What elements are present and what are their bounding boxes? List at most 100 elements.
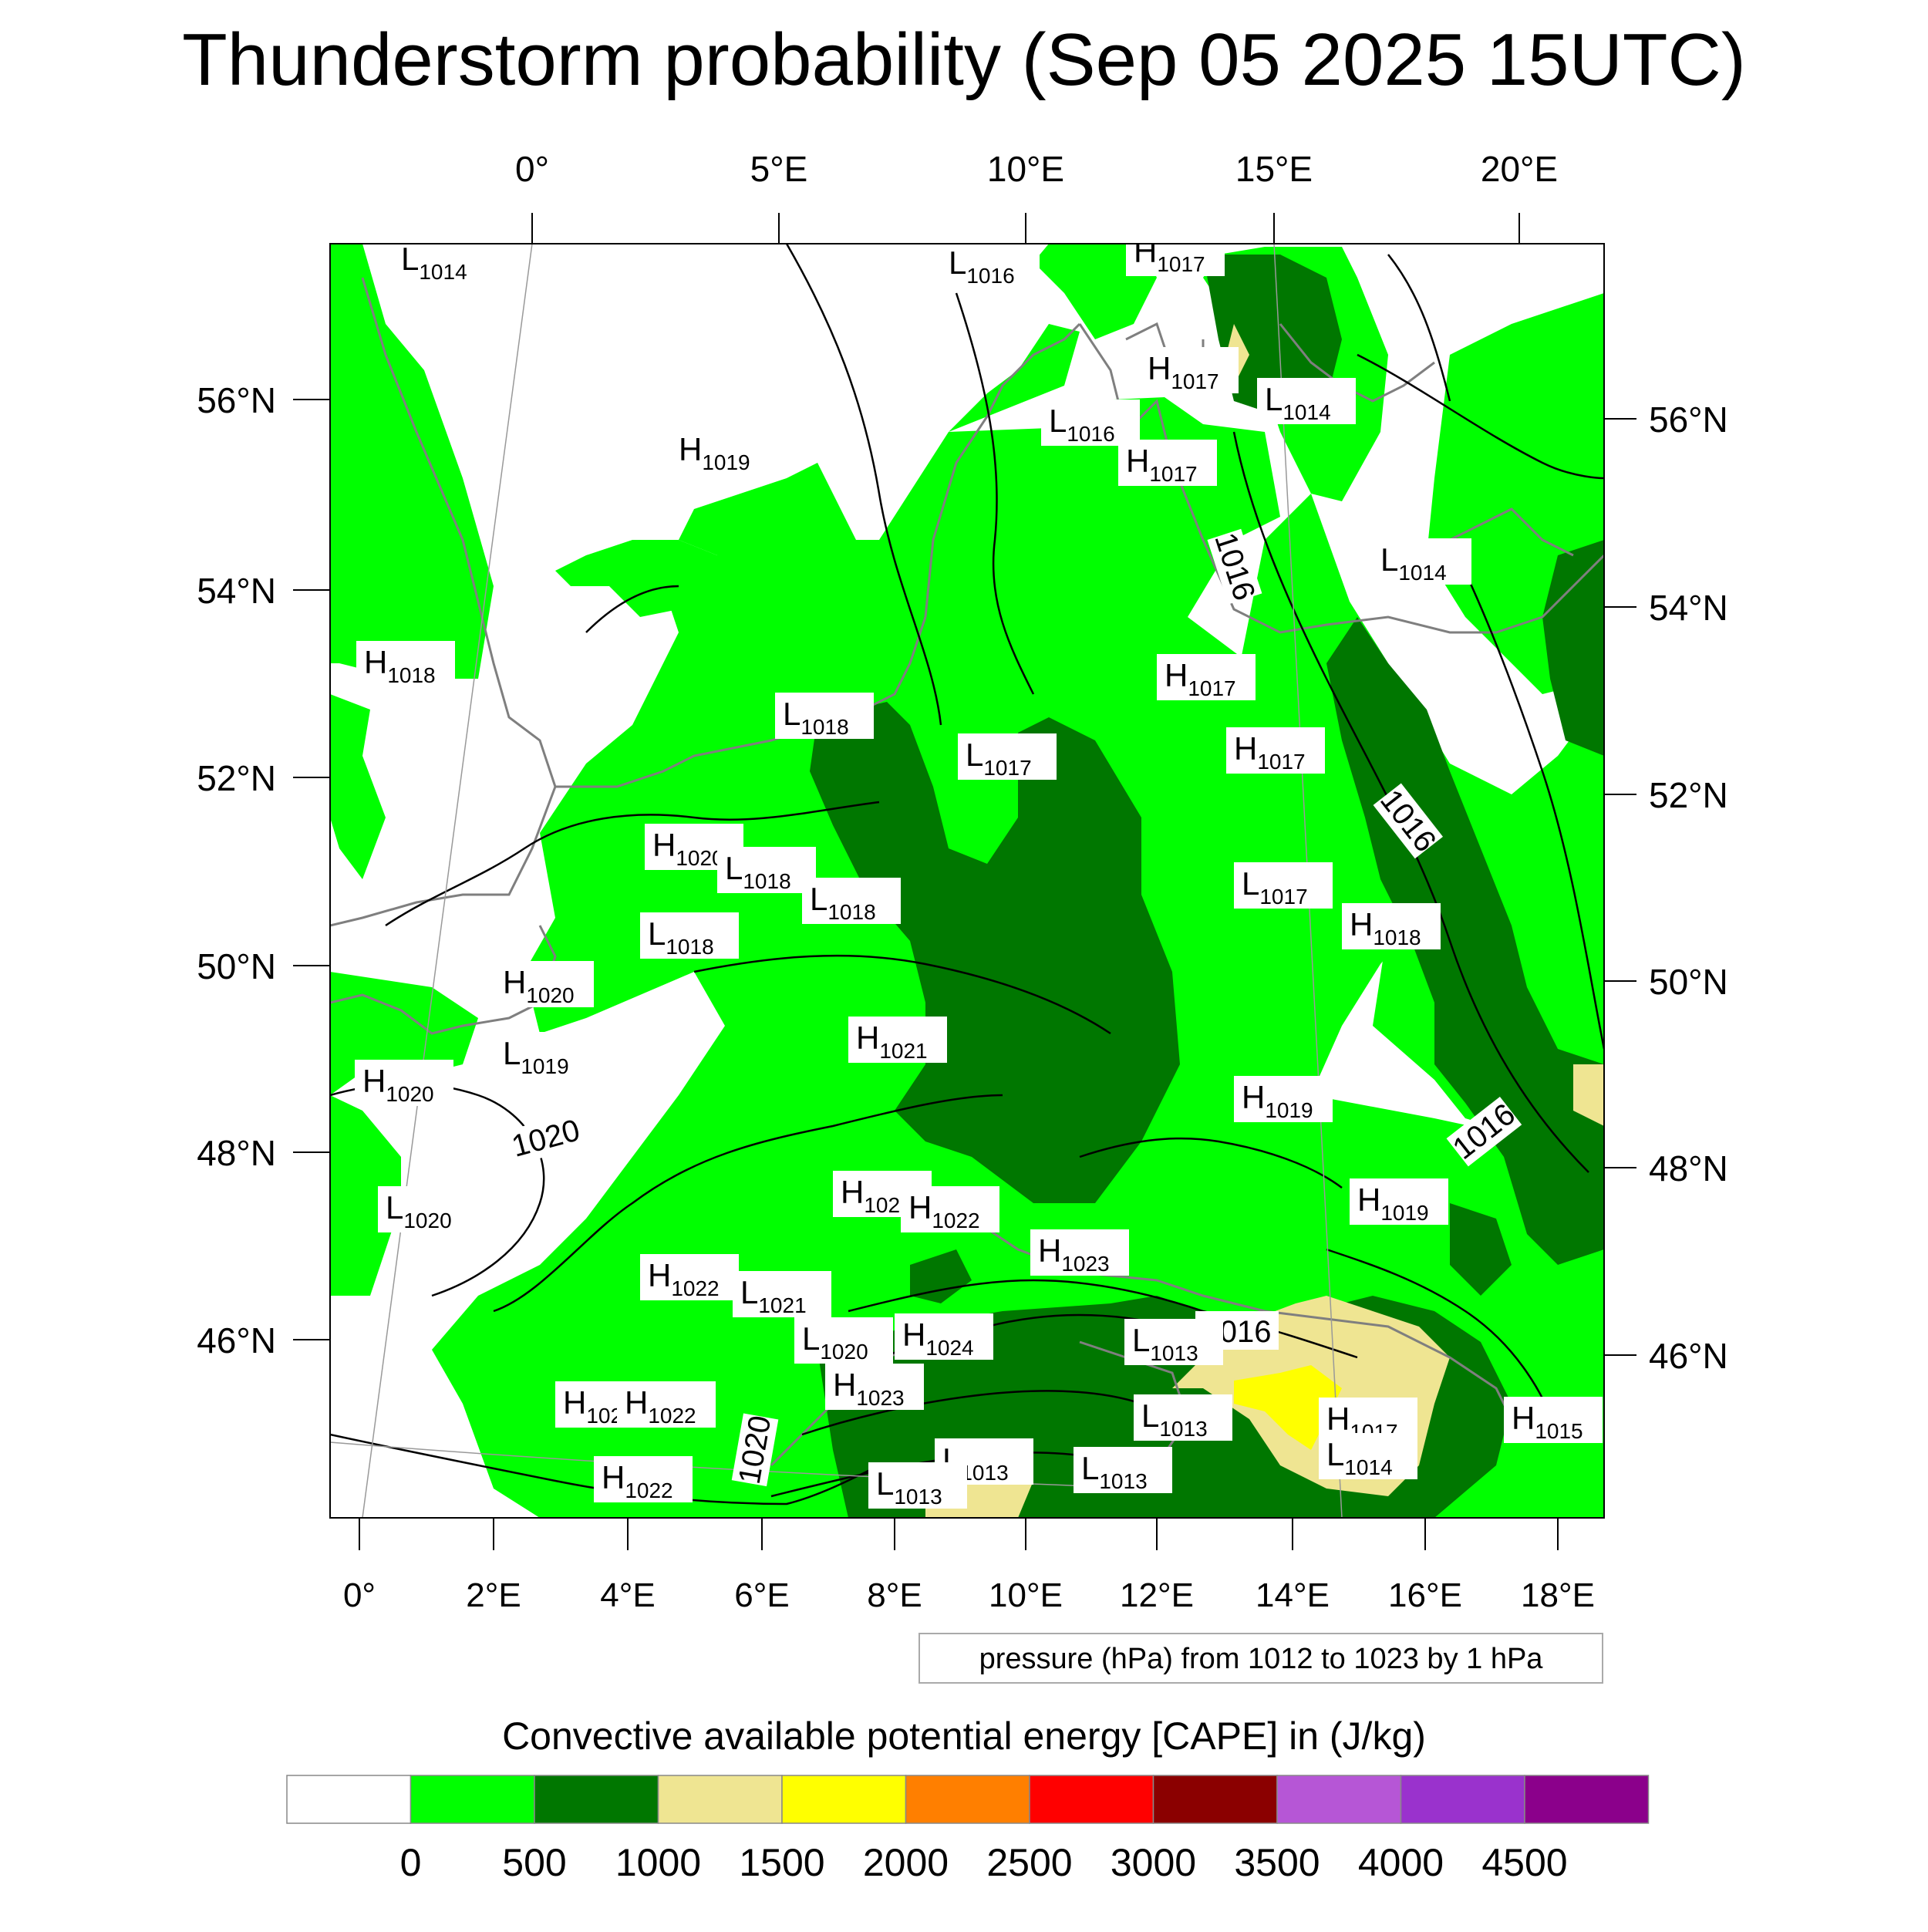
top-axis: [531, 213, 1520, 244]
svg-text:L1020: L1020: [386, 1189, 452, 1232]
pressure-center-low: L1013: [1074, 1447, 1172, 1493]
map-area: 1016 1016 1016 1016 1020 1020: [330, 241, 1604, 1518]
svg-text:H1018: H1018: [364, 644, 436, 687]
svg-text:L1013: L1013: [1081, 1450, 1148, 1493]
pressure-center-low: L1018: [717, 847, 816, 893]
svg-text:L1018: L1018: [783, 696, 849, 739]
svg-text:L1013: L1013: [1132, 1322, 1198, 1365]
svg-text:H1017: H1017: [1234, 730, 1306, 774]
left-lat-label: 48°N: [197, 1133, 276, 1173]
pressure-center-low: L1018: [802, 878, 901, 924]
colorbar-tick-label: 3500: [1234, 1841, 1320, 1884]
svg-text:H1017: H1017: [1148, 350, 1219, 393]
colorbar-tick-label: 1000: [615, 1841, 701, 1884]
pressure-center-high: H1019: [1234, 1076, 1333, 1122]
colorbar-swatch: [286, 1775, 412, 1824]
svg-text:H1019: H1019: [1242, 1079, 1313, 1122]
pressure-center-low: L1016: [941, 244, 1040, 288]
pressure-center-high: H1023: [1030, 1229, 1129, 1276]
right-axis: [1604, 418, 1636, 1356]
colorbar-tick-label: 4000: [1358, 1841, 1444, 1884]
right-lat-label: 46°N: [1649, 1336, 1728, 1376]
colorbar-tick-label: 4500: [1481, 1841, 1567, 1884]
svg-text:H1017: H1017: [1126, 443, 1198, 486]
pressure-center-low: L1020: [794, 1317, 893, 1364]
svg-text:L1014: L1014: [1380, 541, 1447, 585]
right-lat-label: 50°N: [1649, 962, 1728, 1002]
svg-text:H1015: H1015: [1512, 1400, 1583, 1443]
svg-text:H1019: H1019: [1357, 1182, 1429, 1225]
svg-text:H1018: H1018: [1350, 906, 1421, 949]
svg-text:H1022: H1022: [648, 1257, 720, 1300]
pressure-center-low: L1014: [393, 241, 492, 284]
colorbar-swatch: [1276, 1775, 1402, 1824]
right-axis-labels: 56°N 54°N 52°N 50°N 48°N 46°N: [1649, 400, 1728, 1376]
pressure-center-low: L1019: [495, 1032, 594, 1078]
pressure-center-low: L1014: [1373, 538, 1471, 585]
colorbar-swatch: [1524, 1775, 1650, 1824]
bottom-axis-labels: 0° 2°E 4°E 6°E 8°E 10°E 12°E 14°E 16°E 1…: [343, 1576, 1595, 1614]
left-lat-label: 46°N: [197, 1320, 276, 1360]
pressure-center-high: H1023: [825, 1364, 924, 1410]
pressure-center-high: H1022: [594, 1456, 693, 1502]
colorbar-swatch: [657, 1775, 783, 1824]
svg-text:L1018: L1018: [810, 881, 876, 924]
right-lat-label: 48°N: [1649, 1148, 1728, 1189]
bottom-lon-label: 2°E: [466, 1576, 521, 1614]
pressure-center-high: H1018: [356, 641, 455, 687]
pressure-center-high: H1017: [1126, 244, 1225, 276]
svg-text:H1022: H1022: [625, 1384, 696, 1428]
pressure-center-high: H1018: [1342, 903, 1441, 949]
isobar-label: 1020: [731, 1413, 779, 1486]
bottom-lon-label: 0°: [343, 1576, 376, 1614]
top-lon-label: 5°E: [750, 149, 808, 189]
svg-text:L1013: L1013: [1141, 1398, 1208, 1441]
bottom-lon-label: 4°E: [600, 1576, 655, 1614]
svg-text:H1020: H1020: [503, 964, 575, 1007]
pressure-center-low: L1016: [1041, 400, 1140, 446]
colorbar-tick-label: 3000: [1111, 1841, 1196, 1884]
pressure-center-low: L1014: [1257, 378, 1356, 424]
left-lat-label: 54°N: [197, 571, 276, 611]
pressure-center-high: H1021: [848, 1017, 947, 1063]
svg-text:H1022: H1022: [602, 1459, 673, 1502]
isobars: [330, 244, 1604, 1505]
pressure-center-low: L1021: [733, 1271, 831, 1317]
pressure-center-high: H1019: [671, 428, 770, 474]
top-axis-labels: 0° 5°E 10°E 15°E 20°E: [515, 149, 1558, 189]
colorbar-tick-labels: 0 500 1000 1500 2000 2500 3000 3500 4000 4500: [400, 1841, 1568, 1884]
colorbar-swatch: [905, 1775, 1030, 1824]
svg-text:L1016: L1016: [949, 244, 1015, 288]
left-lat-label: 56°N: [197, 380, 276, 420]
map-frame: [329, 243, 1605, 1519]
left-lat-label: 50°N: [197, 946, 276, 986]
right-lat-label: 56°N: [1649, 400, 1728, 440]
svg-text:L1021: L1021: [740, 1274, 807, 1317]
colorbar-title: Convective available potential energy [C…: [502, 1715, 1426, 1758]
svg-text:L1018: L1018: [725, 850, 791, 893]
pressure-center-high: H1022: [617, 1381, 716, 1428]
svg-text:L1013: L1013: [876, 1465, 942, 1509]
pressure-center-high: H1022: [901, 1186, 999, 1232]
svg-text:L1020: L1020: [802, 1320, 868, 1364]
colorbar-tick-label: 0: [400, 1841, 422, 1884]
left-axis: [293, 399, 330, 1340]
left-lat-label: 52°N: [197, 758, 276, 798]
colorbar-swatch: [1152, 1775, 1278, 1824]
pressure-center-high: H1017: [1140, 347, 1239, 393]
colorbar-tick-label: 500: [502, 1841, 566, 1884]
bottom-lon-label: 18°E: [1521, 1576, 1595, 1614]
pressure-center-low: L1013: [1124, 1319, 1223, 1365]
pressure-center-low: L1013: [1134, 1394, 1232, 1441]
pressure-centers: L1014 L1016 H1017 H1017 L1014 L1016 H1017 H1019…: [355, 241, 1603, 1509]
right-lat-label: 54°N: [1649, 588, 1728, 628]
pressure-center-low: L1017: [958, 733, 1057, 780]
svg-text:H1017: H1017: [1165, 657, 1236, 700]
pressure-center-low: L1018: [640, 912, 739, 959]
svg-text:L1014: L1014: [401, 241, 467, 284]
colorbar-swatch: [1029, 1775, 1154, 1824]
svg-text:H1021: H1021: [856, 1020, 928, 1063]
svg-text:H1020: H1020: [362, 1063, 434, 1106]
